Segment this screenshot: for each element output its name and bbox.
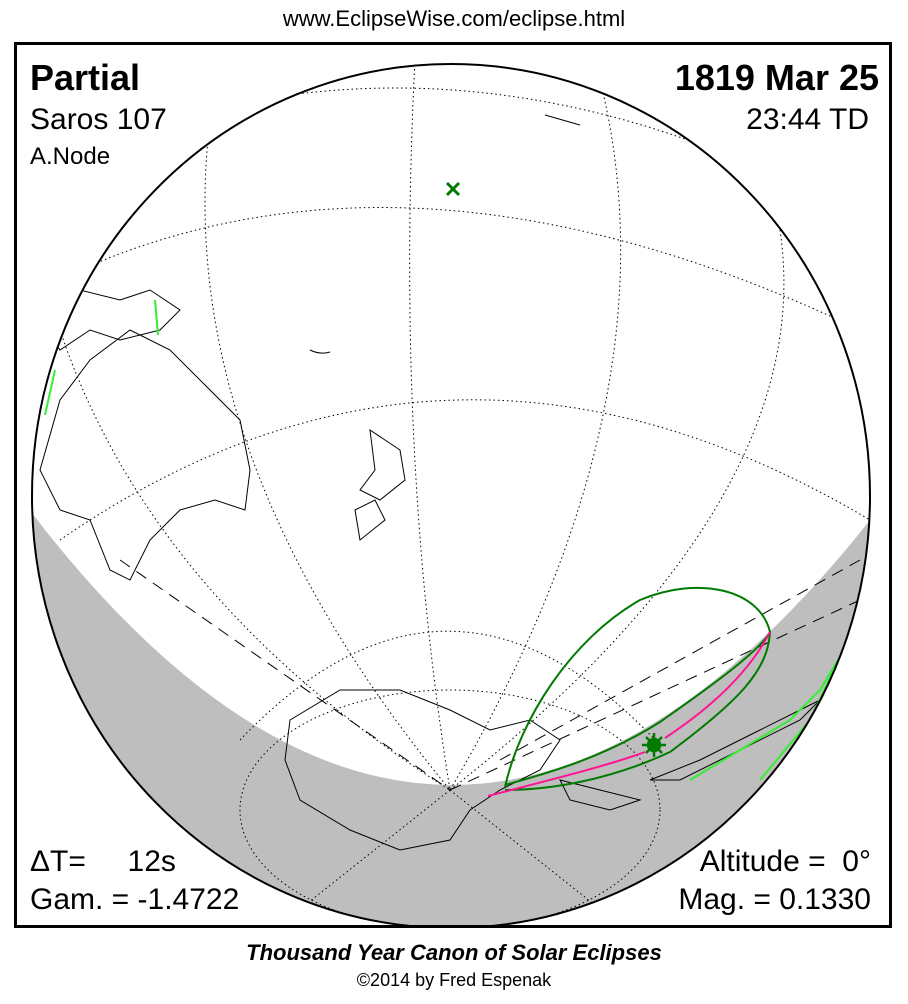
delta-t: ΔT= 12s (30, 845, 176, 878)
penumbra-outer-limit (504, 586, 772, 788)
eclipse-date: 1819 Mar 25 (674, 57, 879, 98)
eclipse-time: 23:44 TD (746, 103, 869, 136)
graticule (59, 64, 870, 925)
source-url: www.EclipseWise.com/eclipse.html (282, 6, 626, 31)
eclipse-type: Partial (30, 57, 141, 98)
magnitude: Mag. = 0.1330 (678, 883, 871, 916)
eclipse-map-frame: Partial Saros 107 A.Node 1819 Mar 25 23:… (14, 42, 892, 928)
rise-set-curve-right (689, 639, 851, 781)
max-eclipse-line-b (664, 631, 771, 739)
star-icon (642, 733, 666, 757)
saros-number: Saros 107 (30, 103, 167, 136)
node: A.Node (30, 143, 111, 170)
penumbra-southern-limit (504, 631, 771, 791)
altitude: Altitude = 0° (699, 845, 871, 878)
globe-outline (31, 63, 871, 925)
copyright: ©2014 by Fred Espenak (356, 970, 552, 990)
canon-title: Thousand Year Canon of Solar Eclipses (246, 940, 662, 965)
rise-set-curve-left (44, 369, 56, 416)
x-mark-icon (445, 181, 461, 197)
globe-map (31, 63, 871, 925)
max-eclipse-line-a (487, 751, 646, 797)
gamma: Gam. = -1.4722 (30, 883, 240, 916)
rise-set-curve-asia (154, 299, 159, 336)
ecliptic-lines (119, 559, 861, 791)
